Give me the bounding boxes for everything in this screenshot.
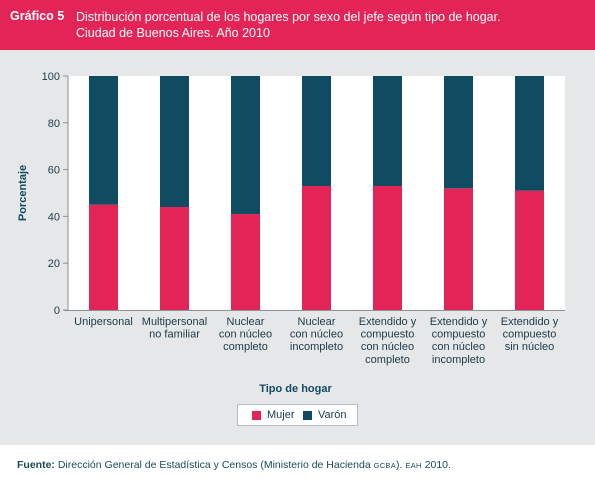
figure-label: Gráfico 5 [10, 9, 65, 23]
y-tick-label: 0 [54, 305, 60, 317]
legend-label-varon: Varón [318, 409, 347, 421]
source-footer: Fuente: Dirección General de Estadística… [0, 445, 595, 483]
x-tick-label: Multipersonal no familiar [142, 316, 207, 341]
source-eah: EAH [405, 461, 422, 470]
bar-mujer-5 [444, 188, 473, 310]
y-tick-label: 100 [42, 71, 60, 83]
bar-mujer-0 [89, 204, 118, 310]
source-note: Fuente: Dirección General de Estadística… [17, 459, 451, 471]
source-sep: ). [396, 459, 406, 471]
legend: Mujer Varón [237, 404, 358, 426]
x-axis-title: Tipo de hogar [259, 383, 332, 395]
bar-mujer-2 [231, 214, 260, 310]
chart-title-line-2: Ciudad de Buenos Aires. Año 2010 [76, 26, 270, 40]
bar-varon-2 [231, 76, 260, 215]
bar-varon-1 [160, 76, 189, 208]
source-gcba: GCBA [373, 461, 397, 470]
bar-mujer-4 [373, 185, 402, 310]
x-tick-label: Nuclear con núcleo incompleto [290, 316, 343, 353]
bar-mujer-3 [302, 185, 331, 310]
bar-varon-4 [373, 76, 402, 186]
chart-header: Gráfico 5 Distribución porcentual de los… [0, 0, 595, 50]
legend-item-varon: Varón [303, 409, 347, 421]
x-tick-label: Nuclear con núcleo completo [219, 316, 272, 353]
chart-title-line-1: Distribución porcentual de los hogares p… [76, 10, 501, 24]
source-year: 2010. [421, 459, 451, 471]
bar-varon-5 [444, 76, 473, 189]
legend-swatch-mujer [252, 410, 261, 420]
bar-varon-0 [89, 76, 118, 205]
bar-varon-6 [515, 76, 544, 191]
x-tick-label: Unipersonal [74, 316, 133, 328]
x-tick-label: Extendido y compuesto con núcleo incompleto [430, 316, 488, 366]
y-tick-label: 20 [48, 258, 60, 270]
stacked-bar-chart: 0 20 40 60 80 100 Porcentaje Unipersonal Multipe… [17, 71, 565, 395]
x-tick-label: Extendido y compuesto con núcleo completo [359, 316, 417, 366]
chart-title: Distribución porcentual de los hogares p… [76, 9, 586, 41]
y-axis-title: Porcentaje [17, 165, 29, 221]
legend-label-mujer: Mujer [267, 409, 295, 421]
source-text: Dirección General de Estadística y Censo… [57, 459, 374, 471]
source-label: Fuente: [17, 459, 55, 471]
bar-mujer-6 [515, 190, 544, 310]
y-tick-label: 80 [48, 118, 60, 130]
bar-mujer-1 [160, 207, 189, 310]
bar-varon-3 [302, 76, 331, 186]
legend-swatch-varon [303, 410, 312, 420]
chart-panel: 0 20 40 60 80 100 Porcentaje Unipersonal Multipe… [0, 50, 595, 445]
y-tick-label: 40 [48, 211, 60, 223]
x-tick-label: Extendido y compuesto sin núcleo [501, 316, 559, 353]
y-tick-label: 60 [48, 165, 60, 177]
legend-item-mujer: Mujer [252, 409, 295, 421]
